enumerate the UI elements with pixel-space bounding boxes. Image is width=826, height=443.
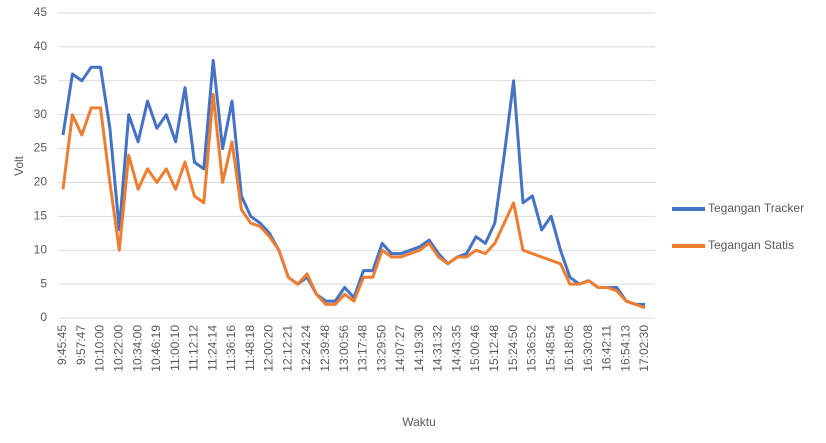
series-line <box>61 92 646 310</box>
y-tick-label: 15 <box>34 209 48 223</box>
x-tick-label: 15:48:54 <box>543 325 557 372</box>
x-tick-label: 16:18:05 <box>562 325 576 372</box>
x-tick-label: 12:00:20 <box>262 325 276 372</box>
x-tick-label: 12:24:24 <box>299 325 313 372</box>
x-tick-label: 16:54:13 <box>618 325 632 372</box>
x-tick-label: 13:17:48 <box>356 325 370 372</box>
x-tick-label: 15:24:50 <box>506 325 520 372</box>
x-tick-label: 14:19:30 <box>412 325 426 372</box>
x-tick-label: 11:00:10 <box>168 325 182 371</box>
x-tick-label: 17:02:30 <box>637 325 651 372</box>
y-axis-label: Volt <box>12 155 26 176</box>
x-tick-label: 13:00:56 <box>337 325 351 372</box>
x-tick-label: 11:12:12 <box>187 325 201 371</box>
legend-label: Tegangan Tracker <box>708 201 804 215</box>
x-tick-label: 14:31:32 <box>431 325 445 372</box>
y-tick-label: 20 <box>34 175 48 189</box>
x-tick-label: 10:34:00 <box>130 325 144 372</box>
y-tick-label: 5 <box>40 276 47 290</box>
y-tick-label: 40 <box>34 39 48 53</box>
x-tick-label: 15:36:52 <box>525 325 539 372</box>
x-tick-label: 9:57:47 <box>74 325 88 365</box>
x-tick-label: 11:48:18 <box>243 325 257 371</box>
y-tick-label: 25 <box>34 141 48 155</box>
x-tick-label: 15:12:48 <box>487 325 501 372</box>
x-tick-label: 11:36:16 <box>224 325 238 371</box>
x-tick-label: 9:45:45 <box>55 325 69 365</box>
y-tick-label: 10 <box>34 242 48 256</box>
x-tick-label: 12:12:21 <box>280 325 294 372</box>
x-tick-label: 10:46:19 <box>149 325 163 372</box>
x-tick-label: 15:00:46 <box>468 325 482 372</box>
y-tick-label: 0 <box>40 310 47 324</box>
x-tick-label: 10:22:00 <box>111 325 125 372</box>
x-tick-label: 10:10:00 <box>93 325 107 372</box>
y-tick-label: 30 <box>34 107 48 121</box>
x-tick-label: 11:24:14 <box>205 325 219 371</box>
x-tick-label: 16:42:11 <box>600 325 614 371</box>
x-tick-label: 14:43:35 <box>449 325 463 372</box>
x-tick-label: 16:30:08 <box>581 325 595 372</box>
x-axis-label: Waktu <box>402 415 436 429</box>
y-tick-label: 35 <box>34 73 48 87</box>
x-tick-label: 13:29:50 <box>374 325 388 372</box>
y-tick-label: 45 <box>34 5 48 19</box>
legend-label: Tegangan Statis <box>708 238 794 252</box>
x-tick-label: 12:39:48 <box>318 325 332 372</box>
x-tick-label: 14:07:27 <box>393 325 407 372</box>
